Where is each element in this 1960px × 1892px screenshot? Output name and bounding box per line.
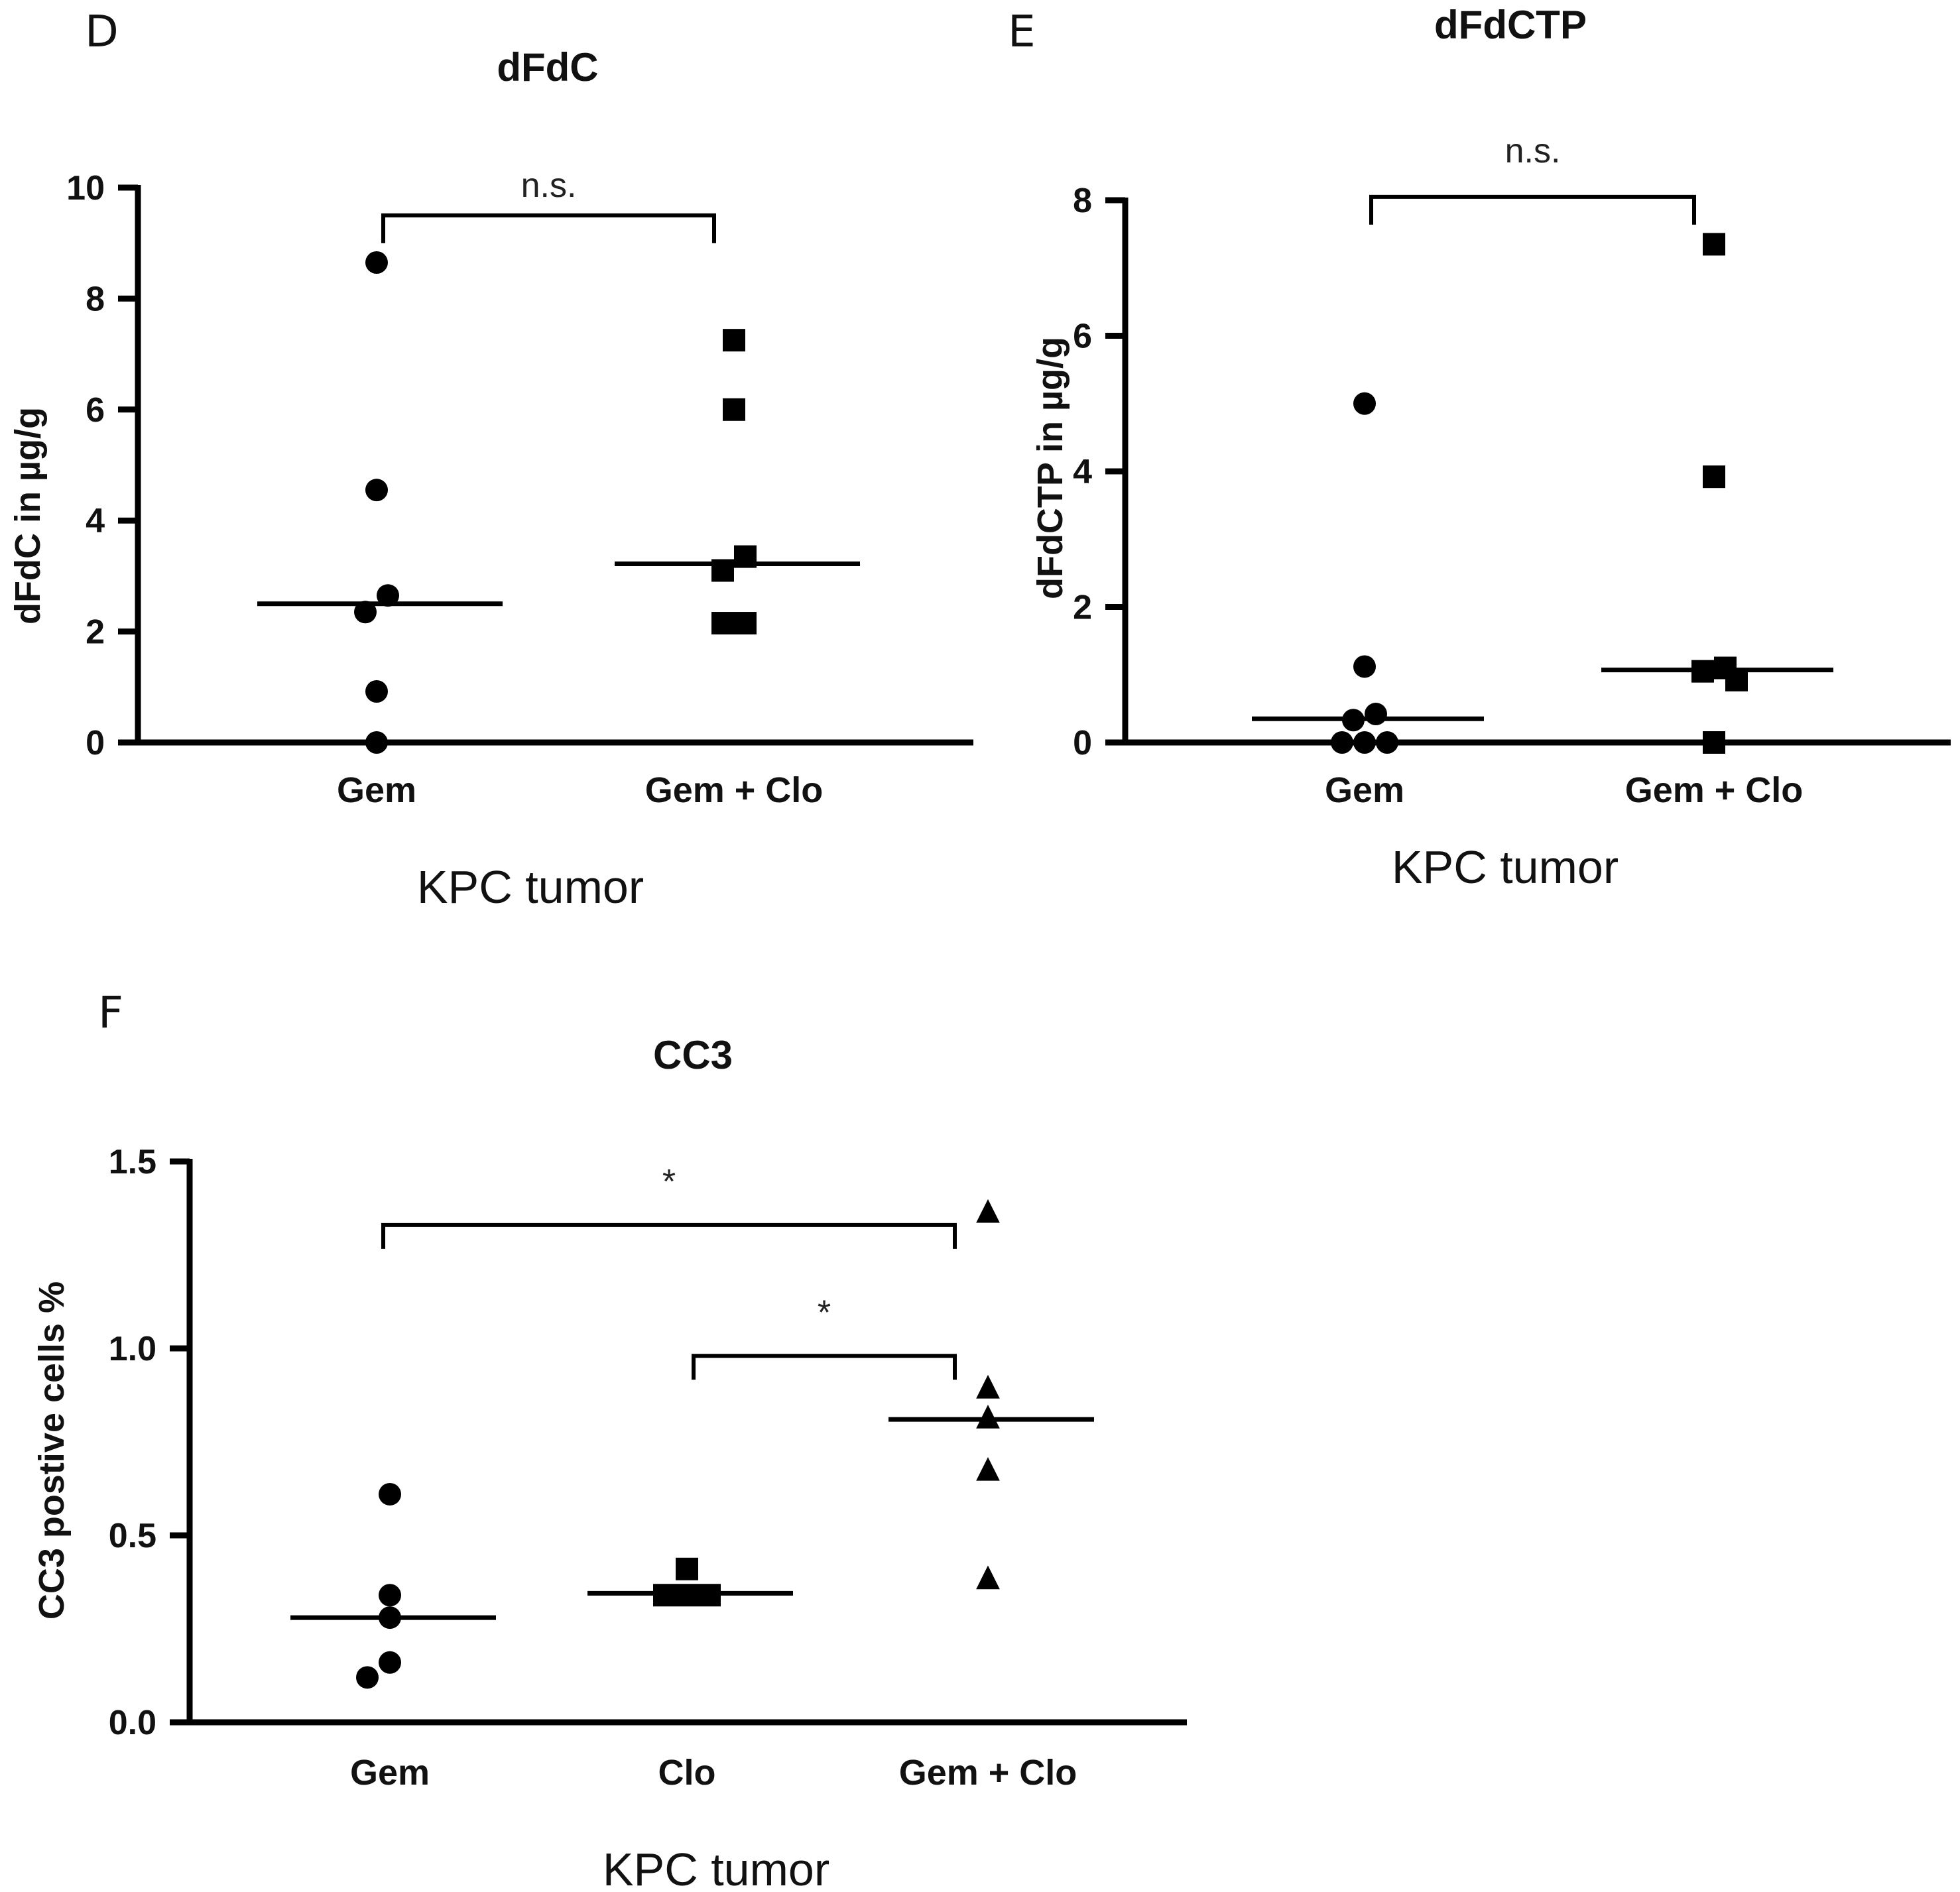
- panel-d-y-tick-label: 10: [66, 169, 105, 207]
- panel-e-comparison-bracket: [1369, 194, 1696, 225]
- panel-e-y-tick-label: 0: [1073, 724, 1092, 762]
- panel-e-point-gem-clo: [1703, 465, 1725, 489]
- panel-d-category-label-gem: Gem: [337, 770, 416, 810]
- panel-f-label: F: [98, 987, 123, 1038]
- panel-e-y-tick-label: 2: [1073, 589, 1092, 627]
- panel-d-y-tick-label: 6: [86, 391, 105, 430]
- panel-e-significance-label: n.s.: [1505, 132, 1561, 170]
- panel-e-y-axis-label: dFdCTP in µg/g: [1030, 337, 1070, 599]
- panel-e-category-label-gem: Gem: [1325, 770, 1404, 810]
- panel-d-y-tick-label: 2: [86, 613, 105, 652]
- panel-e-point-gem-clo: [1703, 731, 1725, 754]
- panel-e-point-gem-clo: [1725, 668, 1748, 691]
- panel-f-point-gem-clo: [976, 1199, 1000, 1223]
- panel-d-y-tick-label: 4: [86, 502, 105, 540]
- panel-e-label: E: [1008, 6, 1036, 57]
- panel-d-comparison-bracket: [381, 213, 716, 243]
- panel-d-label: D: [85, 6, 119, 57]
- panel-f-point-gem: [379, 1482, 401, 1506]
- panel-f-point-gem-clo: [976, 1456, 1000, 1481]
- panel-d-point-gem-clo: [734, 545, 757, 568]
- panel-e-point-gem: [1353, 731, 1376, 754]
- panel-d-point-gem-clo: [711, 559, 734, 582]
- panel-f-point-gem: [379, 1584, 401, 1607]
- panel-e-y-tick-label: 4: [1073, 453, 1092, 491]
- panel-f-comparison-bracket: [692, 1354, 957, 1380]
- panel-e-point-gem: [1353, 655, 1376, 678]
- panel-d-category-label-gem-clo: Gem + Clo: [645, 770, 824, 810]
- panel-d-y-tick-label: 8: [86, 280, 105, 318]
- panel-f-point-clo: [698, 1584, 721, 1607]
- panel-f-y-tick-label: 0.0: [109, 1704, 156, 1742]
- panel-e-point-gem: [1342, 709, 1365, 732]
- panel-f-title: CC3: [653, 1033, 733, 1077]
- panel-d-x-axis-label: KPC tumor: [417, 861, 644, 913]
- panel-f-y-tick-label: 0.5: [109, 1517, 156, 1555]
- panel-e-y-tick-label: 8: [1073, 182, 1092, 220]
- panel-f-point-gem: [356, 1666, 379, 1689]
- panel-f-cc3-chart: F CC3 CC3 postive cells % KPC tumor 0.0 0…: [32, 987, 1187, 1892]
- panel-f-y-tick-label: 1.5: [109, 1143, 156, 1181]
- panel-e-y-tick-label: 6: [1073, 318, 1092, 356]
- panel-d-point-gem: [354, 601, 377, 624]
- panel-e-x-axis-label: KPC tumor: [1392, 841, 1619, 893]
- panel-f-point-gem: [379, 1651, 401, 1674]
- panel-d-dfdc-chart: D dFdC dFdC in µg/g KPC tumor 0 2 4 6 8 10 Ge…: [8, 6, 973, 913]
- panel-d-point-gem-clo: [711, 612, 734, 635]
- panel-d-point-gem: [365, 479, 388, 502]
- panel-f-significance-label: *: [662, 1163, 676, 1201]
- panel-f-point-gem-clo: [976, 1565, 1000, 1590]
- panel-f-category-label-gem-clo: Gem + Clo: [899, 1753, 1077, 1793]
- panel-d-point-gem: [365, 731, 388, 754]
- panel-e-point-gem-clo: [1703, 233, 1725, 256]
- panel-f-y-axis-label: CC3 postive cells %: [32, 1281, 72, 1620]
- panel-f-point-clo: [676, 1557, 698, 1580]
- panel-d-y-tick-label: 0: [86, 724, 105, 762]
- panel-d-point-gem-clo: [723, 398, 745, 421]
- panel-d-point-gem-clo: [723, 329, 745, 352]
- panel-d-point-gem: [377, 584, 399, 607]
- panel-d-y-axis-label: dFdC in µg/g: [8, 407, 48, 624]
- panel-f-significance-label: *: [818, 1293, 831, 1332]
- panel-d-point-gem: [365, 251, 388, 274]
- panel-f-comparison-bracket: [381, 1222, 957, 1249]
- panel-e-point-gem-clo: [1691, 660, 1714, 683]
- panel-e-category-label-gem-clo: Gem + Clo: [1625, 770, 1804, 810]
- panel-d-significance-label: n.s.: [521, 166, 577, 205]
- panel-d-point-gem-clo: [734, 612, 757, 635]
- panel-e-dfdctp-chart: E dFdCTP dFdCTP in µg/g KPC tumor 02468 …: [1008, 3, 1951, 893]
- panel-e-point-gem: [1353, 392, 1376, 415]
- panel-f-x-axis-label: KPC tumor: [603, 1844, 829, 1892]
- panel-f-point-gem-clo: [976, 1374, 1000, 1399]
- panel-f-point-gem-clo: [976, 1405, 1000, 1429]
- panel-e-point-gem: [1365, 703, 1387, 726]
- panel-e-title: dFdCTP: [1434, 3, 1587, 47]
- panel-f-y-tick-label: 1.0: [109, 1330, 156, 1368]
- panel-f-category-label-gem: Gem: [350, 1753, 430, 1793]
- panel-e-point-gem: [1331, 731, 1353, 754]
- panel-f-point-gem: [379, 1606, 401, 1629]
- panel-d-point-gem: [365, 680, 388, 703]
- panel-f-point-clo: [653, 1584, 676, 1607]
- panel-f-category-label-clo: Clo: [658, 1753, 716, 1793]
- panel-f-point-clo: [676, 1584, 698, 1607]
- panel-d-title: dFdC: [497, 45, 598, 89]
- panel-e-point-gem: [1376, 731, 1398, 754]
